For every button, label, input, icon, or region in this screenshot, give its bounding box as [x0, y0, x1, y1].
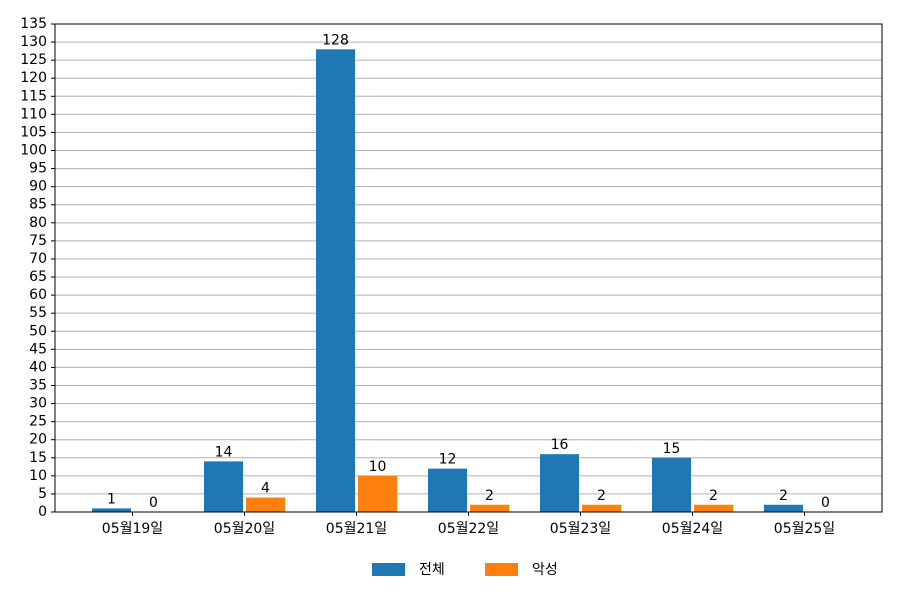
bar — [582, 504, 621, 512]
y-tick-label: 55 — [29, 305, 47, 321]
y-tick-label: 25 — [29, 414, 47, 430]
y-tick-label: 50 — [29, 323, 47, 339]
bar — [540, 454, 579, 512]
bar — [470, 504, 509, 512]
y-tick-label: 65 — [29, 269, 47, 285]
x-tick-label: 05월25일 — [774, 521, 835, 537]
y-tick-label: 0 — [38, 504, 47, 520]
y-tick-label: 100 — [20, 143, 47, 159]
y-tick-label: 85 — [29, 197, 47, 213]
bar — [204, 461, 243, 512]
legend-label: 전체 — [419, 562, 445, 578]
y-tick-label: 75 — [29, 233, 47, 249]
y-tick-label: 125 — [20, 52, 47, 68]
y-tick-label: 90 — [29, 179, 47, 195]
plot-frame — [54, 23, 883, 513]
value-label: 128 — [322, 32, 349, 48]
bar — [764, 504, 803, 512]
y-tick-label: 135 — [20, 16, 47, 32]
value-label: 16 — [551, 437, 569, 453]
legend-swatch — [372, 563, 405, 576]
bar — [92, 508, 131, 512]
value-label: 0 — [821, 495, 830, 511]
bar — [694, 504, 733, 512]
y-tick-label: 95 — [29, 161, 47, 177]
value-label: 14 — [215, 444, 233, 460]
y-tick-label: 70 — [29, 251, 47, 267]
y-tick-label: 20 — [29, 432, 47, 448]
value-label: 15 — [663, 441, 681, 457]
legend-swatch — [485, 563, 518, 576]
bar — [652, 457, 691, 512]
value-label: 2 — [485, 488, 494, 504]
value-label: 12 — [439, 452, 457, 468]
y-tick-label: 80 — [29, 215, 47, 231]
y-tick-label: 45 — [29, 341, 47, 357]
bar — [316, 49, 355, 512]
value-label: 10 — [369, 459, 387, 475]
x-tick-label: 05월22일 — [438, 521, 499, 537]
y-tick-label: 60 — [29, 287, 47, 303]
y-tick-label: 130 — [20, 34, 47, 50]
y-tick-label: 5 — [38, 486, 47, 502]
x-tick-label: 05월24일 — [662, 521, 723, 537]
y-tick-label: 120 — [20, 70, 47, 86]
value-label: 4 — [261, 481, 270, 497]
bar — [428, 468, 467, 512]
y-tick-label: 10 — [29, 468, 47, 484]
bar — [246, 497, 285, 512]
x-tick-label: 05월20일 — [214, 521, 275, 537]
y-tick-label: 30 — [29, 396, 47, 412]
value-label: 2 — [597, 488, 606, 504]
x-tick-label: 05월21일 — [326, 521, 387, 537]
y-tick-label: 105 — [20, 124, 47, 140]
value-label: 0 — [149, 495, 158, 511]
y-tick-label: 115 — [20, 88, 47, 104]
y-tick-label: 35 — [29, 377, 47, 393]
y-tick-label: 15 — [29, 450, 47, 466]
x-tick-label: 05월23일 — [550, 521, 611, 537]
x-tick-label: 05월19일 — [102, 521, 163, 537]
bar — [358, 475, 397, 512]
y-tick-label: 40 — [29, 359, 47, 375]
value-label: 2 — [779, 488, 788, 504]
value-label: 1 — [107, 491, 116, 507]
value-label: 2 — [709, 488, 718, 504]
legend-label: 악성 — [532, 562, 558, 578]
y-tick-label: 110 — [20, 106, 47, 122]
